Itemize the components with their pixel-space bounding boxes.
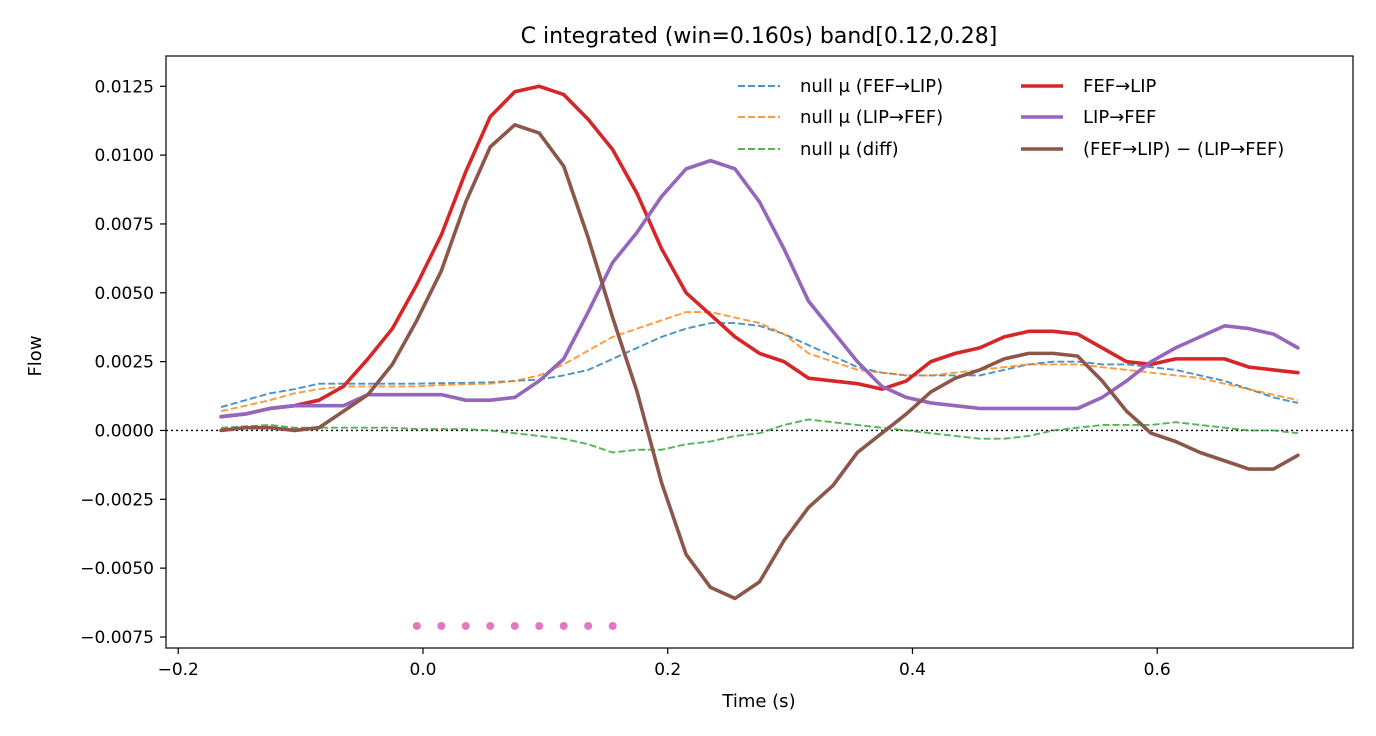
x-tick-label: 0.4 bbox=[899, 660, 926, 680]
significance-marker bbox=[535, 621, 544, 630]
y-tick-label: 0.0125 bbox=[95, 77, 154, 97]
series-line-3 bbox=[219, 84, 1300, 419]
x-tick-label: 0.2 bbox=[654, 660, 681, 680]
legend-label-0: null μ (FEF→LIP) bbox=[800, 76, 943, 97]
significance-marker bbox=[584, 621, 593, 630]
x-tick-label: 0.6 bbox=[1144, 660, 1171, 680]
series-line-4 bbox=[219, 158, 1300, 419]
y-tick-label: −0.0050 bbox=[80, 559, 154, 579]
legend-label-5: (FEF→LIP) − (LIP→FEF) bbox=[1083, 139, 1284, 160]
legend-label-4: LIP→FEF bbox=[1083, 107, 1156, 128]
legend-label-1: null μ (LIP→FEF) bbox=[800, 107, 943, 128]
significance-marker bbox=[608, 621, 617, 630]
series-line-0 bbox=[220, 322, 1299, 408]
y-tick-label: 0.0075 bbox=[95, 215, 154, 235]
y-axis-label: Flow bbox=[25, 335, 46, 376]
x-tick-label: −0.2 bbox=[158, 660, 199, 680]
legend-label-2: null μ (diff) bbox=[800, 139, 899, 160]
series-line-1 bbox=[220, 311, 1299, 413]
y-tick-label: −0.0025 bbox=[80, 490, 154, 510]
significance-marker bbox=[412, 621, 421, 630]
series-line-5 bbox=[219, 123, 1300, 601]
significance-marker bbox=[461, 621, 470, 630]
y-tick-label: 0.0000 bbox=[95, 421, 154, 441]
series-line-2 bbox=[221, 418, 1299, 454]
chart-title: C integrated (win=0.160s) band[0.12,0.28… bbox=[521, 24, 998, 49]
y-tick-label: 0.0050 bbox=[95, 284, 154, 304]
significance-marker bbox=[559, 621, 568, 630]
legend: null μ (FEF→LIP) null μ (LIP→FEF) null μ (… bbox=[738, 76, 1284, 160]
axis-ticks: −0.2 0.0 0.2 0.4 0.6 −0.0075 −0.0050 −0.0025 0.0… bbox=[80, 77, 1170, 680]
significance-marker bbox=[510, 621, 519, 630]
y-tick-label: 0.0025 bbox=[95, 353, 154, 373]
legend-label-3: FEF→LIP bbox=[1083, 76, 1156, 97]
plot-area bbox=[166, 84, 1353, 630]
x-axis-label: Time (s) bbox=[721, 691, 795, 712]
significance-marker bbox=[486, 621, 495, 630]
significance-marker bbox=[437, 621, 446, 630]
plot-frame bbox=[165, 55, 1354, 649]
y-tick-label: −0.0075 bbox=[80, 628, 154, 648]
y-tick-label: 0.0100 bbox=[95, 146, 154, 166]
x-tick-label: 0.0 bbox=[409, 660, 436, 680]
